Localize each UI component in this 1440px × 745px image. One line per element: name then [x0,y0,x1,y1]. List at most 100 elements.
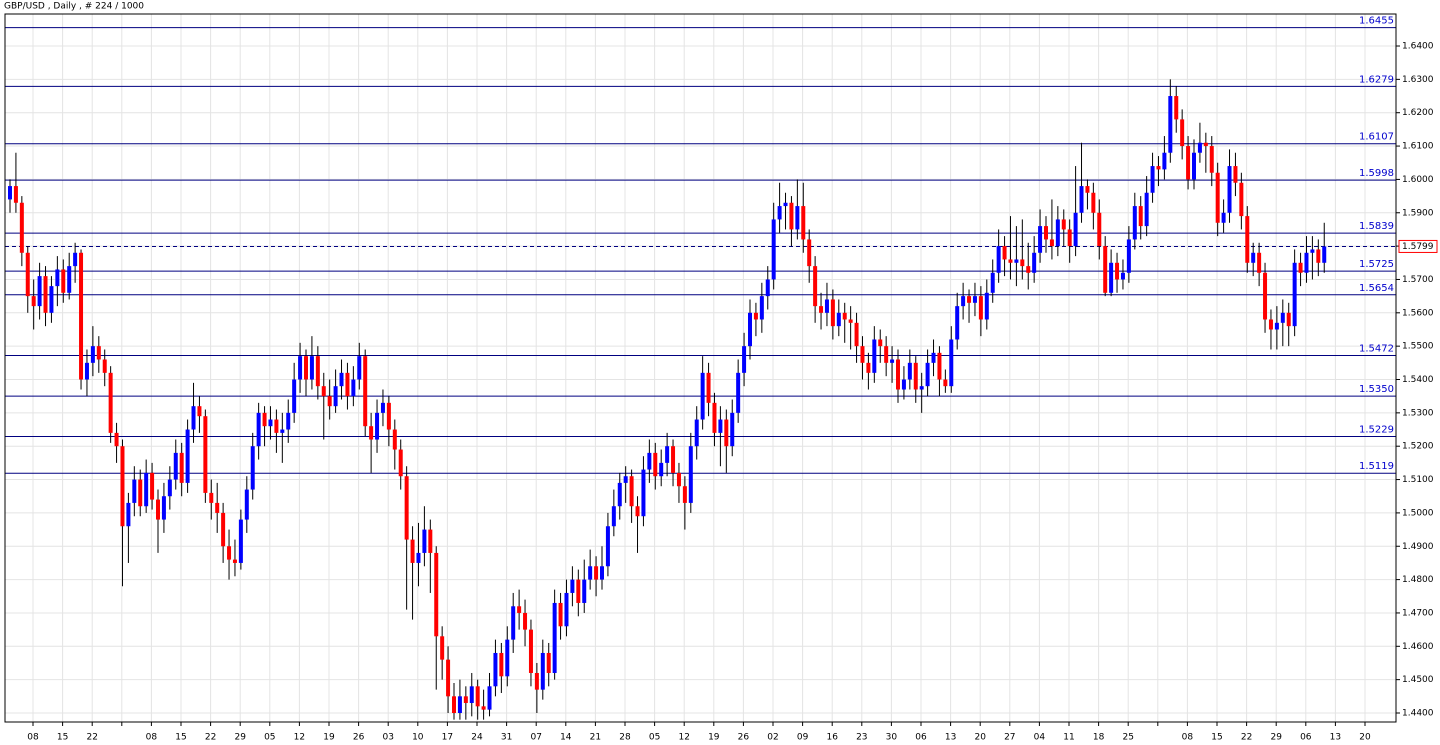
y-tick-label: 1.5100 [1402,475,1434,485]
candle-body [617,482,622,507]
candle-body [700,372,705,420]
candle-body [1239,182,1244,217]
candle-body [984,292,989,320]
candle-body [1109,262,1114,293]
x-tick-label: 02 [767,733,778,743]
candle-body [8,186,12,200]
candle-body [1156,166,1161,170]
candle-body [416,552,421,563]
candle-body [949,339,954,387]
candle-body [777,206,782,220]
candle-body [369,426,374,440]
candle-body [315,356,320,387]
candle-body [96,346,101,360]
candle-body [1055,219,1060,247]
candle-body [659,462,664,477]
y-tick-label: 1.5400 [1402,375,1434,385]
candle-body [1245,216,1250,263]
candle-body [795,206,800,230]
y-tick-label: 1.5700 [1402,275,1434,285]
candle-body [1079,186,1084,213]
candle-body [1138,206,1143,227]
levels: 1.6455 1.6279 1.6107 1.5998 1.5839 1.5725 1.56… [5,16,1396,474]
x-tick-label: 08 [146,733,158,743]
candle-body [191,406,196,430]
y-tick-label: 1.5500 [1402,342,1434,352]
candle-body [1085,186,1090,193]
axes: 1.4400 1.4500 1.4600 1.4700 1.4800 1.4900 1.50… [27,42,1438,743]
y-tick-label: 1.4500 [1402,675,1434,685]
candle-body [1257,252,1262,273]
candle-body [907,362,912,380]
candle-body [517,606,522,613]
candle-body [1310,249,1315,253]
candle-body [167,479,172,497]
candle-body [641,469,646,517]
chart-title: GBP/USD , Daily , # 224 / 1000 [4,2,144,12]
candle-body [540,652,545,690]
candle-body [961,296,966,307]
candle-body [546,652,551,673]
candle-body [227,546,232,560]
candle-body [807,239,812,267]
candle-body [1026,266,1031,273]
candle-body [978,296,983,320]
level-label: 1.5229 [1359,425,1394,436]
x-tick-label: 30 [886,733,898,743]
candle-body [854,322,859,347]
candle-body [801,206,806,240]
candle-body [404,476,409,540]
candle-body [736,372,741,413]
y-tick-label: 1.5600 [1402,308,1434,318]
candle-body [25,252,30,297]
candle-body [463,696,468,703]
x-tick-label: 09 [797,733,809,743]
candle-body [1103,246,1108,293]
candle-body [955,306,960,340]
candle-body [428,529,433,553]
y-tick-label: 1.4900 [1402,542,1434,552]
candle-body [1067,229,1072,247]
x-tick-label: 12 [678,733,689,743]
x-tick-label: 23 [856,733,867,743]
candle-body [990,272,995,293]
candle-body [221,512,226,547]
candle-body [860,346,865,363]
level-label: 1.5839 [1359,221,1394,232]
candle-body [635,506,640,517]
candle-body [1126,239,1131,273]
candle-body [114,432,119,447]
x-tick-label: 04 [1034,733,1046,743]
candle-body [487,686,492,710]
x-tick-label: 26 [353,733,365,743]
candle-body [1292,262,1297,327]
candle-body [138,479,143,507]
candle-body [161,496,166,520]
candle-body [31,296,36,307]
grid [5,14,1396,722]
x-tick-label: 03 [382,733,393,743]
candle-body [280,429,285,433]
candle-body [268,419,273,427]
candle-body [398,449,403,477]
candle-body [120,446,125,527]
candle-body [79,252,84,380]
candle-body [1263,272,1268,320]
y-tick-label: 1.4700 [1402,608,1434,618]
y-tick-label: 1.5000 [1402,508,1434,518]
candle-body [357,356,362,380]
x-tick-label: 15 [175,733,186,743]
x-tick-label: 15 [1211,733,1222,743]
candle-body [647,452,652,470]
candle-body [884,346,889,363]
candle-body [1049,239,1054,247]
x-tick-label: 19 [323,733,335,743]
candle-body [712,402,717,433]
candle-body [446,659,451,697]
candle-body [676,472,681,487]
x-tick-label: 05 [264,733,275,743]
level-label: 1.5998 [1359,168,1394,179]
x-tick-label: 22 [1241,733,1252,743]
candle-body [972,296,977,303]
candle-body [653,452,658,477]
